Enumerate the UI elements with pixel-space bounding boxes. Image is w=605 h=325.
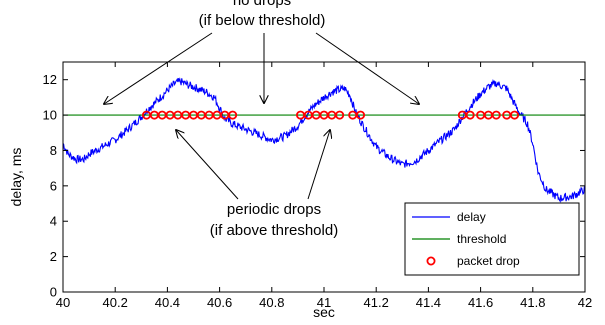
y-tick-label: 0 xyxy=(50,285,57,300)
legend-label-threshold: threshold xyxy=(457,232,506,246)
arrow-periodic-drops-left xyxy=(176,130,239,200)
annotation-no-drops-line-2: (if below threshold) xyxy=(199,12,326,29)
packet-drop-marker xyxy=(356,110,366,120)
x-tick-label: 41.2 xyxy=(364,295,389,310)
y-tick-label: 10 xyxy=(43,108,57,123)
packet-drop-marker xyxy=(491,110,501,120)
x-tick-label: 41.6 xyxy=(468,295,493,310)
y-tick-label: 4 xyxy=(50,214,57,229)
packet-drop-marker xyxy=(465,110,475,120)
annotation-periodic-drops-line-2: (if above threshold) xyxy=(210,222,338,239)
x-tick-label: 40.6 xyxy=(207,295,232,310)
packet-drop-marker xyxy=(510,110,520,120)
legend: delay threshold packet drop xyxy=(404,202,580,276)
y-tick-label: 8 xyxy=(50,143,57,158)
x-tick-label: 41 xyxy=(317,295,331,310)
annotation-no-drops: no drops (if below threshold) xyxy=(104,0,419,104)
x-tick-label: 42 xyxy=(578,295,592,310)
x-axis-label: sec xyxy=(313,304,335,320)
arrow-no-drops-left xyxy=(104,32,213,104)
annotation-no-drops-line-1: no drops xyxy=(233,0,291,9)
x-tick-label: 40.8 xyxy=(259,295,284,310)
x-tick-label: 40.2 xyxy=(103,295,128,310)
arrow-periodic-drops-right xyxy=(307,130,330,200)
y-tick-label: 2 xyxy=(50,249,57,264)
series-delay-line xyxy=(63,77,585,203)
x-tick-label: 41.8 xyxy=(520,295,545,310)
x-tick-label: 40.4 xyxy=(155,295,180,310)
y-tick-label: 6 xyxy=(50,178,57,193)
legend-swatch-packet-drop xyxy=(426,256,436,266)
y-axis-label: delay, ms xyxy=(8,148,24,207)
annotation-periodic-drops-line-1: periodic drops xyxy=(227,201,321,218)
x-tick-label: 40 xyxy=(56,295,70,310)
packet-drop-marker xyxy=(228,110,238,120)
arrow-no-drops-right xyxy=(315,32,419,104)
x-tick-label: 41.4 xyxy=(416,295,441,310)
legend-label-packet-drop: packet drop xyxy=(457,254,520,268)
y-tick-label: 12 xyxy=(43,72,57,87)
packet-drop-marker xyxy=(335,110,345,120)
legend-label-delay: delay xyxy=(457,210,486,224)
annotation-periodic-drops: periodic drops (if above threshold) xyxy=(176,130,338,239)
